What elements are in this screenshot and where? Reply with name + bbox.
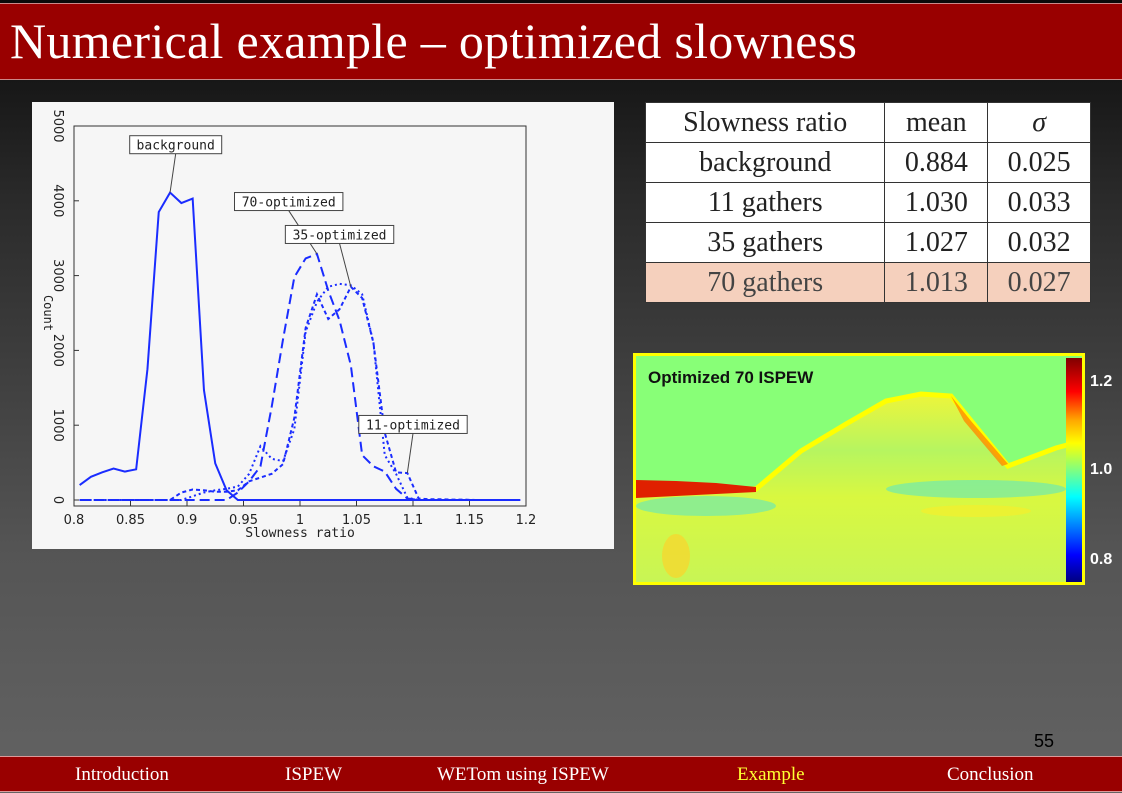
y-tick-label: 2000 — [50, 334, 65, 367]
x-tick-label: 0.9 — [177, 513, 198, 528]
colorbar-tick: 1.2 — [1090, 373, 1113, 390]
cell: 0.027 — [987, 262, 1091, 303]
annotation-label: 70-optimized — [242, 196, 336, 211]
colorbar — [1066, 358, 1082, 582]
annotation-leader — [339, 243, 352, 287]
colorbar-tick: 0.8 — [1090, 551, 1113, 568]
nav-example[interactable]: Example — [737, 764, 805, 785]
chart-svg: 0.8 0.85 0.9 0.95 1 1.05 1.1 1.15 1.2 0 1000 2000 30… — [41, 109, 537, 541]
annotation-label: background — [137, 139, 215, 154]
annotation-leader — [406, 433, 414, 474]
nav-introduction[interactable]: Introduction — [75, 764, 169, 785]
nav-conclusion[interactable]: Conclusion — [947, 764, 1034, 785]
cell: 0.025 — [987, 142, 1091, 183]
footer-nav: Introduction ISPEW WETom using ISPEW Exa… — [0, 756, 1122, 792]
x-tick-label: 0.95 — [229, 513, 258, 528]
annotation-label: 11-optimized — [366, 418, 460, 433]
velocity-model-graphic — [636, 391, 1082, 582]
cell: 70 gathers — [644, 262, 886, 303]
cell: 0.032 — [987, 222, 1091, 263]
title-bar: Numerical example – optimized slowness — [0, 3, 1122, 80]
annotation-box — [284, 224, 395, 244]
x-tick-label: 1.2 — [516, 513, 537, 528]
nav-ispew[interactable]: ISPEW — [285, 764, 342, 785]
y-tick-label: 0 — [50, 496, 65, 504]
cell: 1.030 — [884, 182, 989, 223]
annotation-box — [129, 135, 223, 155]
x-tick-label: 1 — [296, 513, 304, 528]
x-tick-label: 1.15 — [455, 513, 484, 528]
plot-frame — [73, 125, 527, 507]
histogram-chart: 0.8 0.85 0.9 0.95 1 1.05 1.1 1.15 1.2 0 1000 2000 30… — [32, 102, 614, 549]
cell: 1.027 — [884, 222, 989, 263]
cell: background — [644, 142, 886, 183]
y-tick-label: 3000 — [50, 259, 65, 292]
x-tick-label: 1.1 — [403, 513, 424, 528]
cell: 11 gathers — [644, 182, 886, 223]
y-tick-label: 1000 — [50, 409, 65, 442]
velocity-model-image: Optimized 70 ISPEW — [633, 353, 1085, 585]
table-header-row: Slowness ratio mean σ — [644, 102, 1091, 143]
nav-wetom-using-ispew[interactable]: WETom using ISPEW — [437, 764, 609, 785]
velocity-panel-label: Optimized 70 ISPEW — [648, 368, 814, 387]
series-line-70-optimized — [79, 252, 521, 501]
x-tick-label: 0.85 — [116, 513, 145, 528]
table-row: background 0.884 0.025 — [644, 142, 1091, 183]
series-line-11-optimized — [79, 285, 521, 501]
table-row: 11 gathers 1.030 0.033 — [644, 182, 1091, 223]
cell: 35 gathers — [644, 222, 886, 263]
cell: 1.013 — [884, 262, 989, 303]
annotation-label: 35-optimized — [293, 228, 387, 243]
annotation-leader — [169, 153, 177, 193]
header-slowness-ratio: Slowness ratio — [644, 102, 886, 143]
x-tick-label: 1.05 — [342, 513, 371, 528]
cell: 0.033 — [987, 182, 1091, 223]
x-axis-label: Slowness ratio — [245, 526, 355, 541]
table-row-highlighted: 70 gathers 1.013 0.027 — [644, 262, 1091, 303]
header-mean: mean — [884, 102, 989, 143]
y-tick-label: 4000 — [50, 184, 65, 217]
table-row: 35 gathers 1.027 0.032 — [644, 222, 1091, 263]
cell: 0.884 — [884, 142, 989, 183]
annotation-box — [358, 414, 468, 434]
y-tick-label: 5000 — [50, 109, 65, 142]
header-sigma: σ — [987, 102, 1091, 143]
x-tick-label: 0.8 — [64, 513, 85, 528]
annotation-box — [234, 192, 344, 212]
colorbar-tick: 1.0 — [1090, 461, 1113, 478]
y-axis-label: Count — [41, 295, 55, 331]
slowness-stats-table: Slowness ratio mean σ background 0.884 0.0… — [644, 102, 1091, 303]
slide-title: Numerical example – optimized slowness — [10, 13, 858, 69]
page-number: 55 — [1034, 731, 1055, 751]
